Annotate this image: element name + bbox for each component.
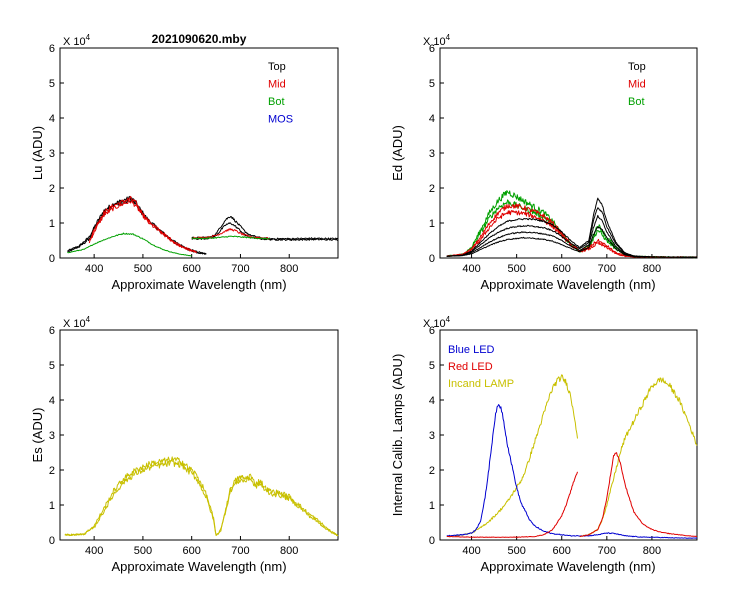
series-line: [191, 228, 270, 240]
y-scale-label: X 104: [63, 33, 91, 48]
y-scale-label: X 104: [63, 315, 91, 330]
y-tick-label: 1: [429, 218, 435, 230]
y-tick-label: 5: [49, 360, 55, 372]
series-group: [446, 374, 698, 539]
y-tick-label: 2: [49, 183, 55, 195]
y-tick-label: 5: [429, 78, 435, 90]
y-tick-label: 6: [49, 325, 55, 337]
y-tick-label: 4: [49, 395, 55, 407]
legend-entry: Bot: [268, 96, 285, 108]
legend: Top Mid Bot MOS: [268, 61, 293, 126]
series-line: [446, 226, 698, 258]
series-line: [191, 235, 270, 240]
x-tick-label: 600: [553, 545, 571, 557]
y-tick-label: 3: [429, 148, 435, 160]
chart-panel-lu: 2021090620.mby X 104 Approximate Wavelen…: [30, 32, 339, 292]
y-tick-label: 3: [49, 430, 55, 442]
y-scale-label: X 104: [423, 33, 451, 48]
series-line: [446, 404, 698, 539]
x-tick-label: 800: [643, 545, 661, 557]
x-tick-label: 500: [134, 545, 152, 557]
legend-entry: Bot: [628, 96, 645, 108]
y-axis-label: Es (ADU): [30, 408, 45, 463]
y-tick-label: 0: [429, 253, 435, 265]
axis-ticks: 400 500 600 700 800 0 1 2 3 4 5 6: [49, 43, 299, 275]
chart-panel-lamps: X 104 Approximate Wavelength (nm) Intern…: [390, 315, 698, 574]
series-line: [579, 452, 698, 537]
x-tick-label: 800: [643, 263, 661, 275]
y-tick-label: 4: [429, 395, 435, 407]
y-tick-label: 2: [429, 465, 435, 477]
x-axis-label: Approximate Wavelength (nm): [480, 559, 655, 574]
y-tick-label: 3: [49, 148, 55, 160]
x-tick-label: 500: [507, 263, 525, 275]
x-axis-label: Approximate Wavelength (nm): [111, 277, 286, 292]
legend-entry: Mid: [268, 79, 286, 91]
axis-ticks: 400 500 600 700 800 0 1 2 3 4 5 6: [429, 325, 661, 557]
y-axis-label: Lu (ADU): [30, 126, 45, 180]
legend: Blue LED Red LED Incand LAMP: [448, 344, 514, 390]
x-tick-label: 800: [280, 263, 298, 275]
x-tick-label: 600: [553, 263, 571, 275]
x-tick-label: 500: [134, 263, 152, 275]
series-group: [64, 456, 339, 537]
series-line: [446, 471, 578, 538]
y-tick-label: 6: [429, 43, 435, 55]
x-tick-label: 400: [462, 263, 480, 275]
x-tick-label: 500: [507, 545, 525, 557]
x-tick-label: 600: [183, 545, 201, 557]
x-tick-label: 700: [598, 545, 616, 557]
y-tick-label: 6: [49, 43, 55, 55]
y-tick-label: 0: [49, 535, 55, 547]
legend-entry: Red LED: [448, 361, 493, 373]
series-line: [88, 199, 197, 254]
x-tick-label: 400: [462, 545, 480, 557]
y-tick-label: 1: [49, 500, 55, 512]
y-tick-label: 2: [49, 465, 55, 477]
x-axis-label: Approximate Wavelength (nm): [480, 277, 655, 292]
legend-entry: Top: [628, 61, 646, 73]
x-tick-label: 600: [183, 263, 201, 275]
y-tick-label: 4: [429, 113, 435, 125]
y-scale-label: X 104: [423, 315, 451, 330]
y-tick-label: 5: [49, 78, 55, 90]
series-line: [64, 460, 339, 537]
y-axis-label: Ed (ADU): [390, 125, 405, 181]
x-tick-label: 800: [280, 545, 298, 557]
y-tick-label: 5: [429, 360, 435, 372]
x-axis-label: Approximate Wavelength (nm): [111, 559, 286, 574]
x-tick-label: 400: [85, 263, 103, 275]
x-tick-label: 700: [598, 263, 616, 275]
y-tick-label: 0: [49, 253, 55, 265]
y-tick-label: 2: [429, 183, 435, 195]
y-axis-label: Internal Calib. Lamps (ADU): [390, 354, 405, 517]
axis-ticks: 400 500 600 700 800 0 1 2 3 4 5 6: [429, 43, 661, 275]
chart-panel-es: X 104 Approximate Wavelength (nm) Es (AD…: [30, 315, 339, 574]
legend-entry: Blue LED: [448, 344, 495, 356]
y-tick-label: 1: [49, 218, 55, 230]
y-tick-label: 0: [429, 535, 435, 547]
series-group: [446, 190, 698, 259]
chart-title: 2021090620.mby: [152, 32, 247, 46]
legend-entry: Top: [268, 61, 286, 73]
axis-ticks: 400 500 600 700 800 0 1 2 3 4 5 6: [49, 325, 299, 557]
legend-entry: Incand LAMP: [448, 378, 514, 390]
y-tick-label: 3: [429, 430, 435, 442]
y-tick-label: 1: [429, 500, 435, 512]
chart-panel-ed: X 104 Approximate Wavelength (nm) Ed (AD…: [390, 33, 698, 292]
legend: Top Mid Bot: [628, 61, 646, 108]
legend-entry: MOS: [268, 114, 293, 126]
y-tick-label: 4: [49, 113, 55, 125]
x-tick-label: 400: [85, 545, 103, 557]
y-tick-label: 6: [429, 325, 435, 337]
series-group: [67, 195, 339, 257]
legend-entry: Mid: [628, 79, 646, 91]
x-tick-label: 700: [231, 263, 249, 275]
series-line: [67, 232, 192, 257]
x-tick-label: 700: [231, 545, 249, 557]
